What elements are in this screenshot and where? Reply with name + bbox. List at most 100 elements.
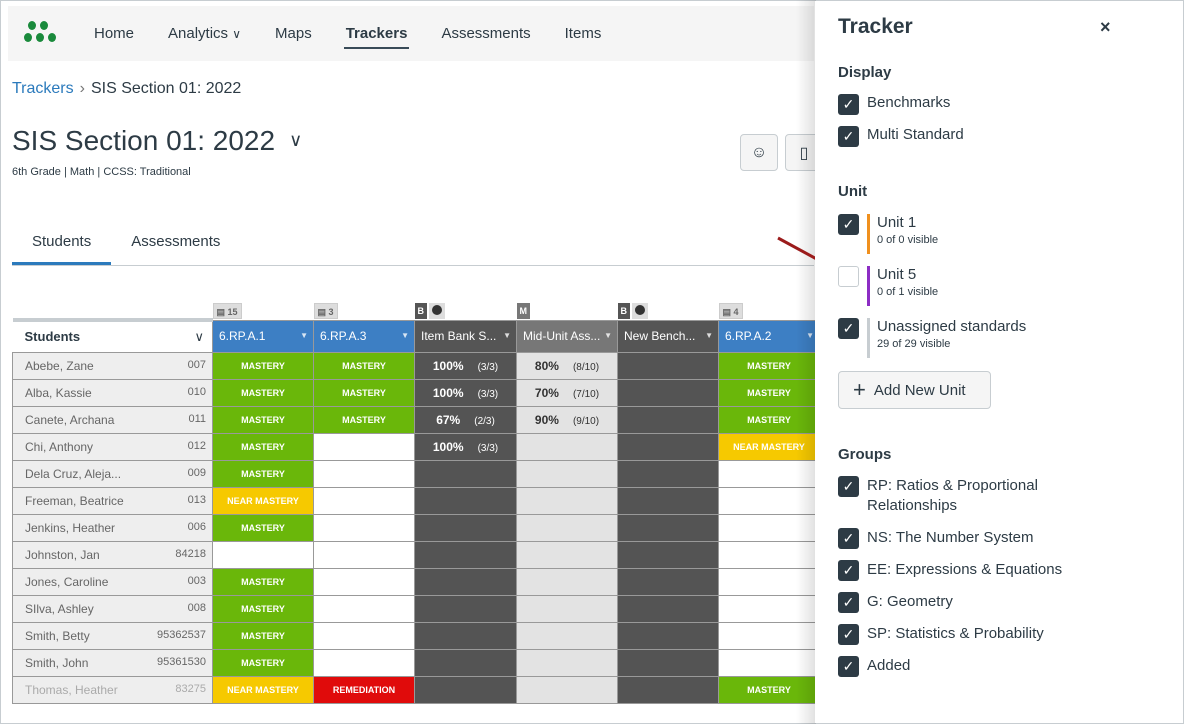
group-checkbox[interactable]: ✓ G: Geometry bbox=[838, 592, 1068, 613]
empty-cell[interactable] bbox=[414, 459, 517, 488]
student-name-cell[interactable]: Chi, Anthony 012 bbox=[12, 432, 213, 461]
empty-cell[interactable] bbox=[414, 594, 517, 623]
group-checkbox[interactable]: ✓ SP: Statistics & Probability bbox=[838, 624, 1068, 645]
empty-cell[interactable] bbox=[718, 594, 820, 623]
empty-cell[interactable] bbox=[313, 540, 415, 569]
empty-cell[interactable] bbox=[516, 486, 618, 515]
score-cell[interactable]: 100% (3/3) bbox=[414, 432, 517, 461]
score-cell[interactable]: 70% (7/10) bbox=[516, 378, 618, 407]
student-name-cell[interactable]: Jenkins, Heather 006 bbox=[12, 513, 213, 542]
group-checkbox[interactable]: ✓ RP: Ratios & Proportional Relationships bbox=[838, 476, 1068, 516]
empty-cell[interactable] bbox=[516, 594, 618, 623]
student-name-cell[interactable]: SIlva, Ashley 008 bbox=[12, 594, 213, 623]
tab-students[interactable]: Students bbox=[12, 224, 112, 265]
students-column-header[interactable]: Students ∨ bbox=[12, 318, 213, 353]
empty-cell[interactable] bbox=[617, 513, 719, 542]
mastery-cell[interactable]: MASTERY bbox=[313, 351, 415, 380]
column-header[interactable]: Mid-Unit Ass... ▼ bbox=[516, 319, 618, 353]
student-name-cell[interactable]: Dela Cruz, Aleja... 009 bbox=[12, 459, 213, 488]
empty-cell[interactable] bbox=[414, 486, 517, 515]
mastery-cell[interactable]: NEAR MASTERY bbox=[212, 486, 314, 515]
empty-cell[interactable] bbox=[313, 621, 415, 650]
group-checkbox[interactable]: ✓ EE: Expressions & Equations bbox=[838, 560, 1068, 581]
column-header[interactable]: 6.RP.A.2▼ bbox=[718, 319, 820, 353]
empty-cell[interactable] bbox=[313, 594, 415, 623]
empty-cell[interactable] bbox=[313, 486, 415, 515]
score-cell[interactable]: 67% (2/3) bbox=[414, 405, 517, 434]
empty-cell[interactable] bbox=[617, 459, 719, 488]
empty-cell[interactable] bbox=[718, 567, 820, 596]
empty-cell[interactable] bbox=[414, 675, 517, 704]
empty-cell[interactable] bbox=[516, 675, 618, 704]
empty-cell[interactable] bbox=[414, 567, 517, 596]
display-checkbox[interactable]: ✓ Multi Standard bbox=[838, 126, 964, 147]
student-name-cell[interactable]: Smith, Betty 95362537 bbox=[12, 621, 213, 650]
mastery-cell[interactable]: MASTERY bbox=[313, 378, 415, 407]
empty-cell[interactable] bbox=[617, 567, 719, 596]
mastery-cell[interactable]: MASTERY bbox=[718, 675, 820, 704]
empty-cell[interactable] bbox=[516, 513, 618, 542]
empty-cell[interactable] bbox=[414, 540, 517, 569]
empty-cell[interactable] bbox=[516, 432, 618, 461]
column-header[interactable]: New Bench... ▼ bbox=[617, 319, 719, 353]
empty-cell[interactable] bbox=[414, 648, 517, 677]
empty-cell[interactable] bbox=[718, 621, 820, 650]
nav-home[interactable]: Home bbox=[94, 25, 135, 42]
empty-cell[interactable] bbox=[617, 675, 719, 704]
group-checkbox[interactable]: ✓ Added bbox=[838, 656, 1068, 677]
empty-cell[interactable] bbox=[313, 648, 415, 677]
empty-cell[interactable] bbox=[617, 621, 719, 650]
student-name-cell[interactable]: Abebe, Zane 007 bbox=[12, 351, 213, 380]
empty-cell[interactable] bbox=[516, 648, 618, 677]
student-view-button[interactable]: ☺ bbox=[740, 134, 778, 171]
column-header[interactable]: Item Bank S... ▼ bbox=[414, 319, 517, 353]
nav-trackers[interactable]: Trackers bbox=[343, 6, 410, 61]
empty-cell[interactable] bbox=[718, 513, 820, 542]
student-name-cell[interactable]: Thomas, Heather 83275 bbox=[12, 675, 213, 704]
breadcrumb-trackers-link[interactable]: Trackers bbox=[12, 80, 74, 97]
score-cell[interactable]: 100% (3/3) bbox=[414, 351, 517, 380]
mastery-cell[interactable]: MASTERY bbox=[212, 405, 314, 434]
mastery-cell[interactable]: MASTERY bbox=[212, 648, 314, 677]
mastery-cell[interactable]: MASTERY bbox=[212, 432, 314, 461]
empty-cell[interactable] bbox=[617, 405, 719, 434]
student-name-cell[interactable]: Alba, Kassie 010 bbox=[12, 378, 213, 407]
student-name-cell[interactable]: Canete, Archana 011 bbox=[12, 405, 213, 434]
mastery-cell[interactable]: NEAR MASTERY bbox=[718, 432, 820, 461]
display-checkbox[interactable]: ✓ Benchmarks bbox=[838, 94, 950, 115]
mastery-cell[interactable]: MASTERY bbox=[212, 621, 314, 650]
logo-icon[interactable] bbox=[24, 19, 60, 49]
empty-cell[interactable] bbox=[617, 594, 719, 623]
mastery-cell[interactable]: MASTERY bbox=[212, 513, 314, 542]
empty-cell[interactable] bbox=[718, 648, 820, 677]
mastery-cell[interactable]: MASTERY bbox=[212, 567, 314, 596]
empty-cell[interactable] bbox=[516, 459, 618, 488]
empty-cell[interactable] bbox=[313, 432, 415, 461]
empty-cell[interactable] bbox=[516, 567, 618, 596]
close-icon[interactable]: × bbox=[1100, 17, 1111, 37]
mastery-cell[interactable]: MASTERY bbox=[718, 351, 820, 380]
mastery-cell[interactable]: MASTERY bbox=[212, 351, 314, 380]
nav-analytics[interactable]: Analytics ∨ bbox=[168, 6, 241, 61]
mastery-cell[interactable]: MASTERY bbox=[212, 378, 314, 407]
empty-cell[interactable] bbox=[212, 540, 314, 569]
empty-cell[interactable] bbox=[516, 621, 618, 650]
mastery-cell[interactable]: MASTERY bbox=[313, 405, 415, 434]
student-name-cell[interactable]: Jones, Caroline 003 bbox=[12, 567, 213, 596]
score-cell[interactable]: 90% (9/10) bbox=[516, 405, 618, 434]
add-new-unit-button[interactable]: + Add New Unit bbox=[838, 371, 991, 409]
empty-cell[interactable] bbox=[313, 459, 415, 488]
empty-cell[interactable] bbox=[617, 540, 719, 569]
unit-checkbox[interactable]: ✓ Unassigned standards 29 of 29 visible bbox=[838, 318, 1026, 358]
student-name-cell[interactable]: Freeman, Beatrice 013 bbox=[12, 486, 213, 515]
empty-cell[interactable] bbox=[313, 513, 415, 542]
empty-cell[interactable] bbox=[617, 351, 719, 380]
student-name-cell[interactable]: Smith, John 95361530 bbox=[12, 648, 213, 677]
empty-cell[interactable] bbox=[516, 540, 618, 569]
student-name-cell[interactable]: Johnston, Jan 84218 bbox=[12, 540, 213, 569]
nav-assessments[interactable]: Assessments bbox=[441, 25, 531, 42]
page-title-dropdown[interactable]: SIS Section 01: 2022 ∨ bbox=[12, 125, 302, 157]
empty-cell[interactable] bbox=[313, 567, 415, 596]
